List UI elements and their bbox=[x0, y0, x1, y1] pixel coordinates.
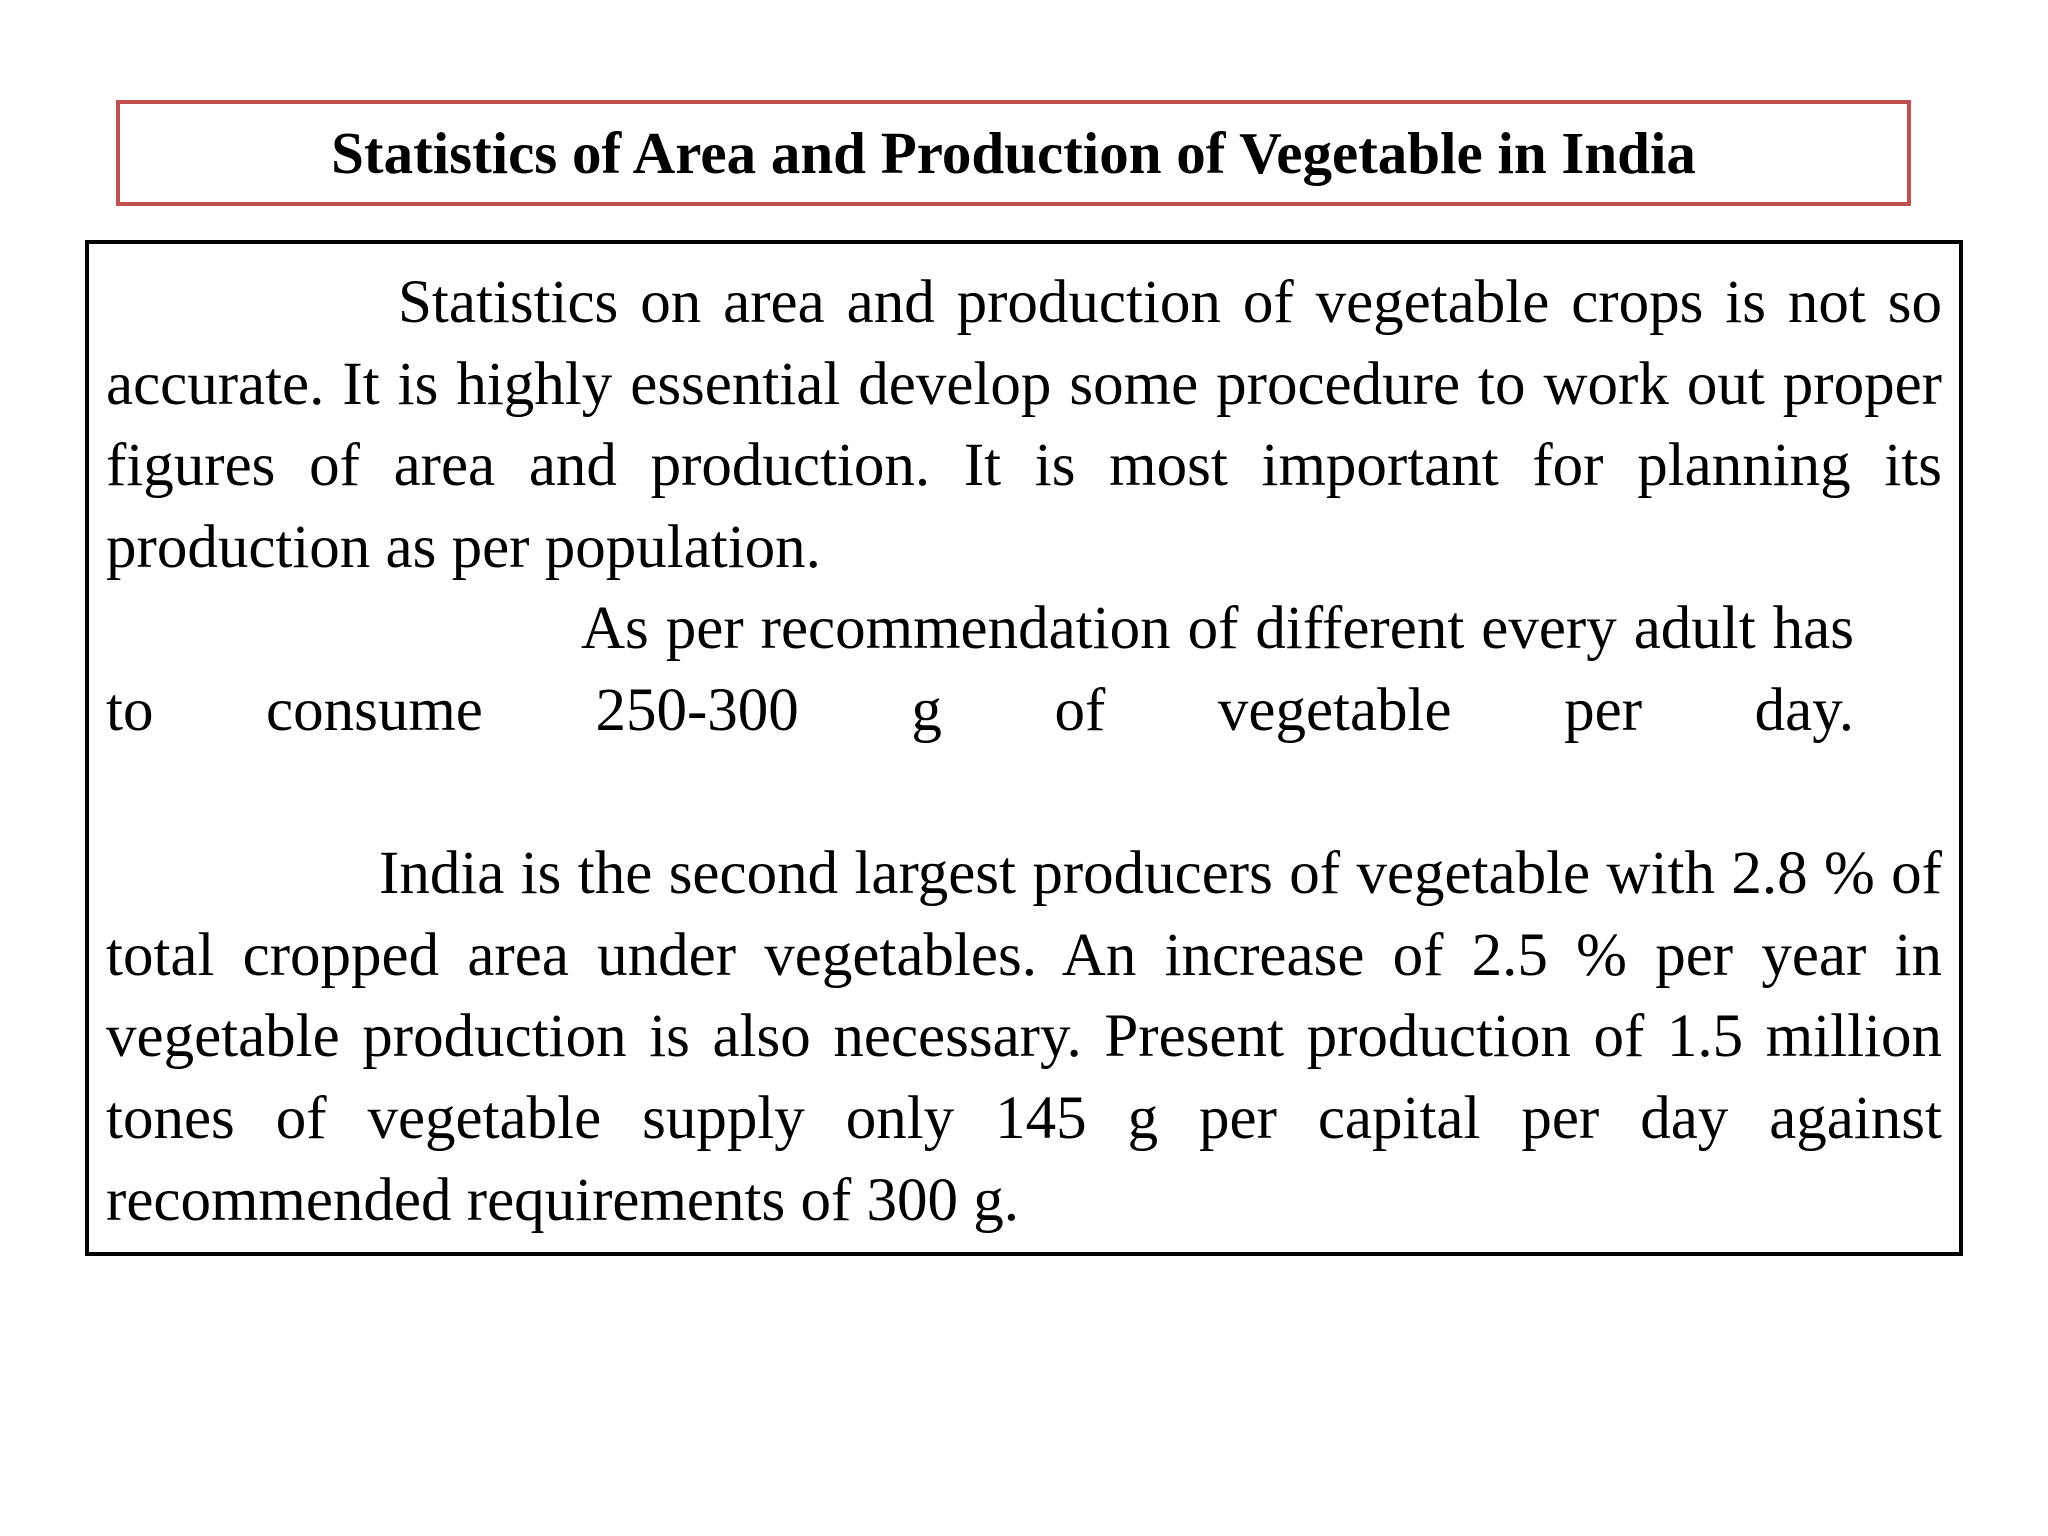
paragraph-statistics-accuracy: Statistics on area and production of veg… bbox=[106, 269, 1942, 581]
content-box: Statistics on area and production of veg… bbox=[85, 240, 1963, 1256]
slide-title: Statistics of Area and Production of Veg… bbox=[331, 119, 1696, 186]
title-box: Statistics of Area and Production of Veg… bbox=[116, 100, 1911, 206]
paragraph-recommendation: As per recommendation of different every… bbox=[106, 595, 1854, 744]
paragraph-india-production: India is the second largest producers of… bbox=[106, 840, 1942, 1234]
